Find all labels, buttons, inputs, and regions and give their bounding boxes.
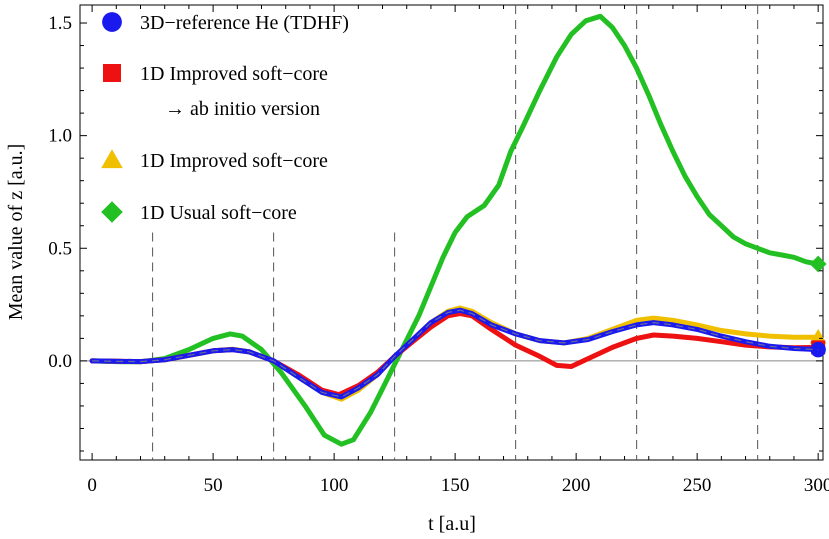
legend: 3D−reference He (TDHF) 1D Improved soft−c… — [101, 12, 349, 224]
reference-dash-overlay — [92, 309, 819, 398]
x-axis-label: t [a.u] — [428, 513, 476, 535]
x-tick-label: 250 — [683, 475, 712, 496]
x-tick-label: 150 — [441, 475, 470, 496]
y-tick-label: 1.5 — [48, 13, 72, 34]
legend-marker-circle — [102, 12, 122, 32]
x-tick-label: 50 — [204, 475, 223, 496]
legend-marker-triangle — [101, 149, 123, 169]
x-tick-label: 200 — [562, 475, 591, 496]
y-tick-label: 0.5 — [48, 238, 72, 259]
legend-marker-square — [103, 64, 121, 82]
grid-layer — [80, 5, 823, 460]
legend-label: 1D Improved soft−core — [140, 150, 328, 172]
series-end-marker-diamond — [809, 255, 827, 273]
legend-label-continuation: → ab initio version — [165, 98, 320, 120]
legend-label: 1D Usual soft−core — [140, 202, 297, 224]
series-end-marker-triangle — [809, 328, 827, 344]
y-tick-label: 0.0 — [48, 351, 72, 372]
x-tick-label: 100 — [320, 475, 349, 496]
series-layer — [89, 13, 827, 447]
x-tick-label: 0 — [87, 475, 97, 496]
y-axis-label: Mean value of z [a.u.] — [5, 144, 27, 321]
x-tick-label: 300 — [804, 475, 829, 496]
tick-layer: 0 50 100 150 200 250 300 0.0 0.5 1.0 1.5 — [48, 5, 829, 496]
legend-label: 1D Improved soft−core — [140, 63, 328, 85]
legend-marker-diamond — [101, 201, 123, 223]
y-tick-label: 1.0 — [48, 126, 72, 147]
legend-label: 3D−reference He (TDHF) — [140, 12, 349, 34]
plot-frame — [79, 4, 824, 461]
series-line-diamond — [89, 13, 821, 447]
